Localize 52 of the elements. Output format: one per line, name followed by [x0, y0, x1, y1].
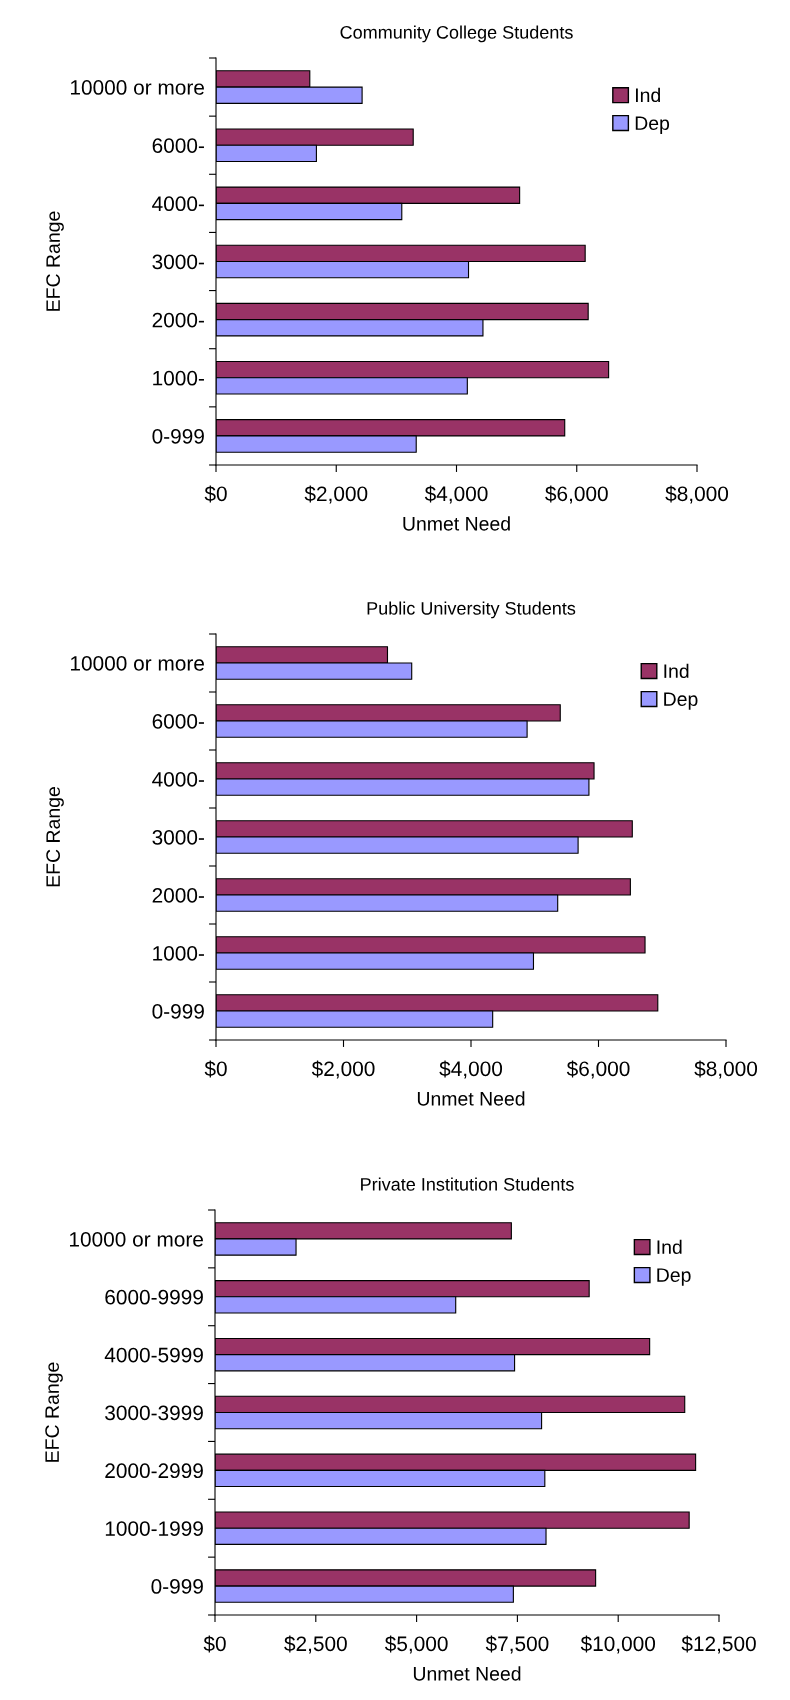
chart-title: Community College Students	[340, 25, 573, 43]
x-axis-title: Unmet Need	[413, 1666, 521, 1681]
x-tick-label: $0	[204, 485, 227, 503]
y-tick-label: 4000-	[152, 196, 204, 212]
y-tick-label: 6000-9999	[105, 1289, 203, 1305]
y-axis-title: EFC Range	[46, 787, 64, 887]
legend-label: Ind	[657, 1239, 682, 1255]
x-tick-label: $10,000	[580, 1635, 656, 1654]
x-tick-label: $4,000	[439, 1060, 503, 1079]
legend-label: Ind	[636, 87, 660, 103]
chart-title: Private Institution Students	[361, 1177, 574, 1191]
x-tick-label: $2,000	[311, 1060, 375, 1079]
x-tick-label: $2,500	[284, 1635, 347, 1654]
y-axis-title: EFC Range	[46, 211, 64, 311]
y-tick-label: 2000-2999	[105, 1463, 203, 1479]
y-tick-label: 10000 or more	[70, 656, 204, 671]
y-tick-label: 0-999	[152, 1004, 204, 1019]
x-tick-label: $8,000	[665, 485, 729, 504]
y-tick-label: 2000-	[152, 312, 204, 328]
y-tick-label: 6000-	[152, 138, 204, 153]
x-axis-title: Unmet Need	[417, 1091, 525, 1106]
x-tick-label: $12,500	[681, 1635, 756, 1654]
y-tick-label: 1000-	[153, 946, 204, 961]
y-tick-label: 10000 or more	[69, 1231, 203, 1247]
x-tick-label: $0	[203, 1635, 226, 1653]
y-tick-label: 1000-1999	[105, 1521, 203, 1536]
y-tick-label: 0-999	[152, 428, 204, 444]
y-tick-label: 4000-	[152, 772, 204, 787]
x-axis-title: Unmet Need	[403, 516, 510, 531]
x-tick-label: $7,500	[485, 1635, 549, 1654]
legend-label: Dep	[664, 692, 698, 710]
x-tick-label: $5,000	[384, 1635, 448, 1654]
x-tick-label: $2,000	[304, 485, 368, 504]
y-tick-label: 2000-	[152, 888, 204, 903]
y-tick-label: 10000 or more	[70, 80, 204, 95]
x-tick-label: $0	[204, 1060, 227, 1078]
y-tick-label: 3000-3999	[105, 1405, 203, 1421]
x-tick-label: $4,000	[424, 485, 488, 504]
x-tick-label: $6,000	[566, 1060, 630, 1079]
x-tick-label: $6,000	[545, 485, 608, 504]
y-tick-label: 0-999	[151, 1579, 203, 1594]
y-tick-label: 3000-	[152, 830, 204, 845]
chart-title: Public University Students	[367, 601, 576, 619]
y-tick-label: 3000-	[152, 254, 204, 270]
legend-label: Ind	[664, 663, 689, 679]
y-tick-label: 1000-	[153, 370, 204, 386]
y-tick-label: 6000-	[152, 714, 204, 729]
legend-label: Dep	[657, 1268, 691, 1286]
legend-label: Dep	[635, 116, 670, 134]
x-tick-label: $8,000	[694, 1060, 758, 1079]
y-axis-title: EFC Range	[45, 1362, 63, 1462]
y-tick-label: 4000-5999	[104, 1347, 203, 1363]
